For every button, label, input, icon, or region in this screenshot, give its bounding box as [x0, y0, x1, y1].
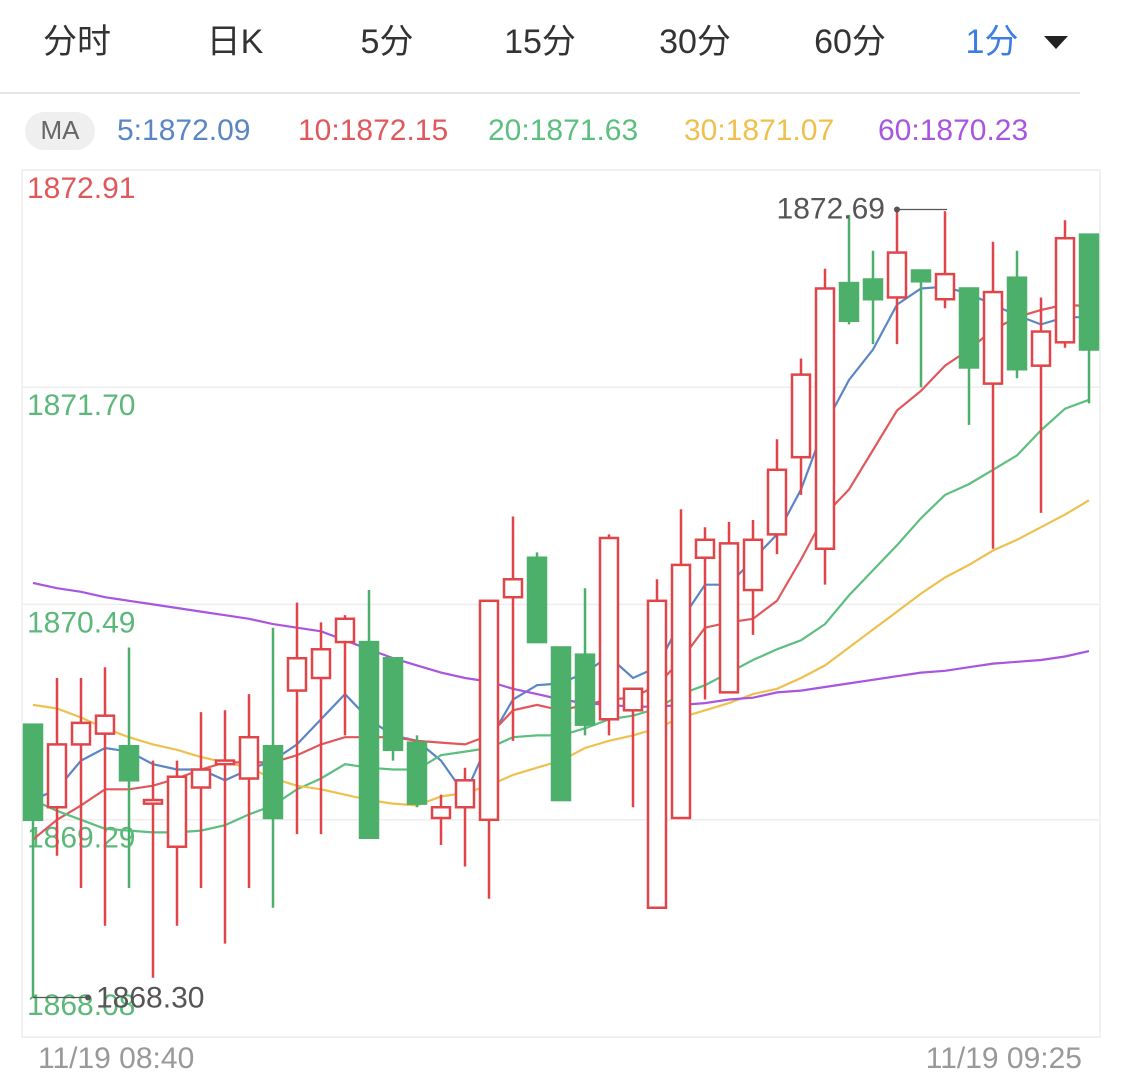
candle-body — [310, 648, 332, 680]
candle-body — [1054, 236, 1076, 344]
candle-body — [262, 744, 284, 820]
legend-entry: 20:1871.63 — [488, 114, 638, 147]
candle-body — [766, 468, 788, 536]
candle-body — [22, 723, 44, 822]
candle-body — [406, 741, 428, 805]
legend-entry: 5:1872.09 — [117, 114, 250, 147]
tab[interactable]: 30分 — [659, 23, 731, 61]
y-tick-label: 1872.91 — [27, 172, 135, 205]
candle-body — [982, 290, 1004, 385]
candle-body — [790, 373, 812, 459]
dropdown-arrow[interactable] — [1044, 36, 1068, 49]
candle-body — [94, 714, 116, 735]
candle-body — [862, 278, 884, 301]
candle-body — [46, 743, 68, 809]
tab[interactable]: 60分 — [814, 23, 886, 61]
tab[interactable]: 5分 — [361, 23, 414, 61]
candle-body — [550, 646, 572, 802]
legend-badge-bg — [25, 112, 95, 150]
candle-body — [478, 599, 500, 822]
max-marker-dot — [894, 206, 900, 213]
legend-badge: MA — [41, 115, 81, 145]
candle-body — [574, 653, 596, 726]
candle-body — [958, 287, 980, 369]
legend-entry: 10:1872.15 — [298, 114, 448, 147]
y-tick-label: 1868.08 — [27, 989, 135, 1022]
candle-body — [1078, 233, 1100, 351]
x-tick-label: 11/19 09:25 — [926, 1042, 1082, 1075]
candle-body — [286, 656, 308, 692]
candle-body — [814, 287, 836, 551]
candle-body — [622, 687, 644, 712]
y-tick-label: 1870.49 — [27, 606, 135, 639]
candle-body — [1006, 276, 1028, 371]
max-marker-label: 1872.69 — [777, 192, 885, 225]
candle-body — [334, 617, 356, 644]
candle-body — [190, 768, 212, 789]
min-marker-label: 1868.30 — [96, 981, 204, 1014]
candle-body — [502, 578, 524, 599]
candle-body — [238, 735, 260, 780]
candle-body — [838, 281, 860, 323]
candle-body — [358, 640, 380, 840]
candle-body — [742, 538, 764, 592]
y-tick-label: 1871.70 — [27, 389, 135, 422]
min-marker-dot — [85, 994, 91, 1001]
candle-body — [886, 251, 908, 299]
candle-body — [598, 536, 620, 721]
candle-body — [382, 656, 404, 752]
candle-body — [526, 556, 548, 644]
tab[interactable]: 分时 — [43, 23, 111, 61]
legend-entry: 30:1871.07 — [684, 114, 834, 147]
candle-body — [694, 538, 716, 559]
candle-body — [646, 599, 668, 910]
candle-body — [454, 779, 476, 809]
legend-entry: 60:1870.23 — [878, 114, 1028, 147]
candle-body — [214, 759, 236, 766]
candle-body — [118, 744, 140, 782]
candle-body — [430, 805, 452, 820]
x-tick-label: 11/19 08:40 — [38, 1042, 194, 1075]
candle-body — [166, 775, 188, 848]
candle-body — [910, 269, 932, 283]
candle-body — [70, 721, 92, 746]
tab[interactable]: 1分 — [966, 23, 1019, 61]
tab[interactable]: 15分 — [504, 23, 576, 61]
tab[interactable]: 日K — [207, 23, 264, 61]
candle-body — [934, 272, 956, 301]
candle-body — [1030, 330, 1052, 367]
candle-body — [142, 798, 164, 805]
candle-body — [718, 542, 740, 694]
candle-body — [670, 563, 692, 820]
